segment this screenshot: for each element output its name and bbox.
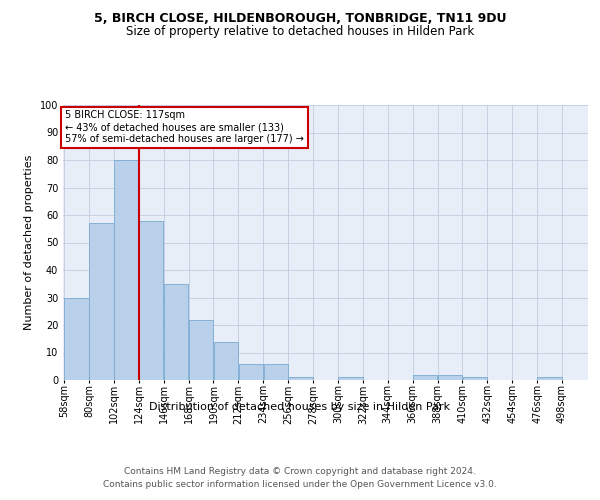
Text: Size of property relative to detached houses in Hilden Park: Size of property relative to detached ho…: [126, 25, 474, 38]
Bar: [263, 364, 288, 380]
Text: Contains public sector information licensed under the Open Government Licence v3: Contains public sector information licen…: [103, 480, 497, 489]
Bar: [438, 374, 462, 380]
Y-axis label: Number of detached properties: Number of detached properties: [24, 155, 34, 330]
Bar: [139, 220, 163, 380]
Bar: [538, 377, 562, 380]
Text: 5, BIRCH CLOSE, HILDENBOROUGH, TONBRIDGE, TN11 9DU: 5, BIRCH CLOSE, HILDENBOROUGH, TONBRIDGE…: [94, 12, 506, 26]
Bar: [463, 377, 487, 380]
Text: 5 BIRCH CLOSE: 117sqm
← 43% of detached houses are smaller (133)
57% of semi-det: 5 BIRCH CLOSE: 117sqm ← 43% of detached …: [65, 110, 304, 144]
Bar: [114, 160, 139, 380]
Text: Contains HM Land Registry data © Crown copyright and database right 2024.: Contains HM Land Registry data © Crown c…: [124, 468, 476, 476]
Bar: [89, 223, 113, 380]
Bar: [164, 284, 188, 380]
Bar: [214, 342, 238, 380]
Bar: [413, 374, 437, 380]
Bar: [338, 377, 362, 380]
Bar: [289, 377, 313, 380]
Bar: [189, 320, 213, 380]
Text: Distribution of detached houses by size in Hilden Park: Distribution of detached houses by size …: [149, 402, 451, 412]
Bar: [239, 364, 263, 380]
Bar: [64, 298, 89, 380]
